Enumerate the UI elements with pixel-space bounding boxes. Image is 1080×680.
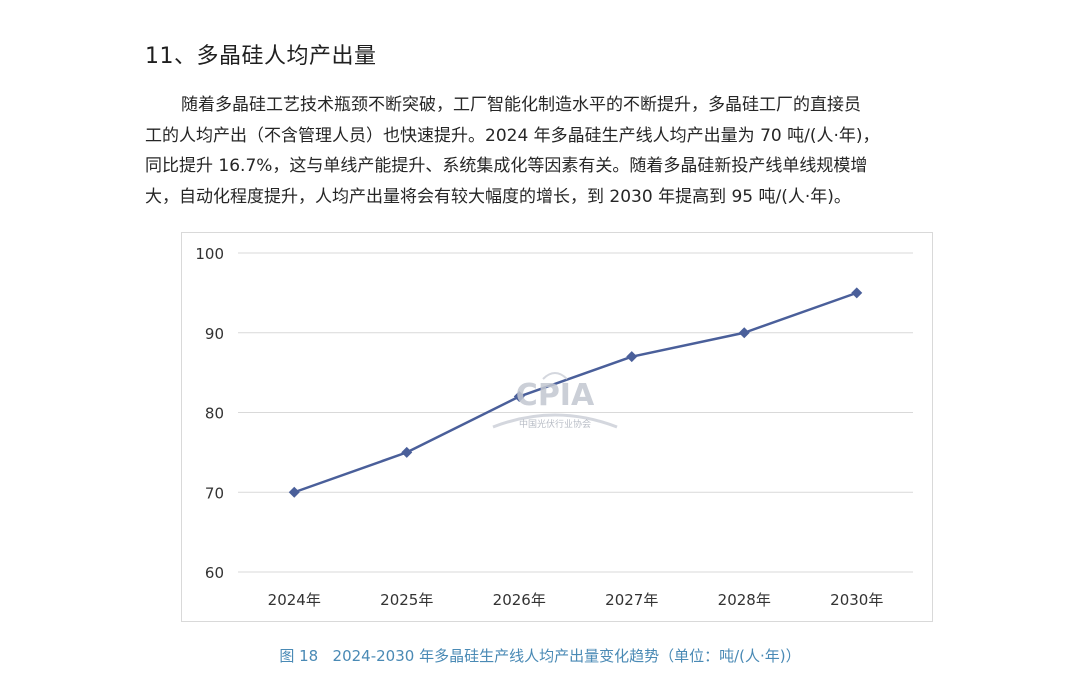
y-tick-label: 100 xyxy=(195,245,224,263)
x-tick-label: 2027年 xyxy=(605,591,658,609)
watermark-sun-icon xyxy=(542,372,568,380)
paragraph-line: 随着多晶硅工艺技术瓶颈不断突破，工厂智能化制造水平的不断提升，多晶硅工厂的直接员 xyxy=(181,95,861,115)
figure-number: 图 18 xyxy=(279,647,319,665)
watermark-org-name: 中国光伏行业协会 xyxy=(519,418,591,430)
data-point-marker xyxy=(401,446,413,458)
body-paragraph: 随着多晶硅工艺技术瓶颈不断突破，工厂智能化制造水平的不断提升，多晶硅工厂的直接员… xyxy=(145,90,945,212)
x-tick-label: 2025年 xyxy=(380,591,433,609)
x-tick-label: 2028年 xyxy=(718,591,771,609)
grid-layer xyxy=(238,252,913,573)
figure-caption: 图 18 2024-2030 年多晶硅生产线人均产出量变化趋势（单位：吨/(人·… xyxy=(0,645,1080,666)
section-heading: 11、多晶硅人均产出量 xyxy=(145,44,377,69)
x-axis-ticks: 2024年 2025年 2026年 2027年 2028年 2030年 xyxy=(268,591,884,609)
data-point-marker xyxy=(626,351,638,363)
y-tick-label: 70 xyxy=(205,484,224,502)
chart-frame: 60 70 80 90 100 2024年 2025年 2026年 2027年 2028年 203… xyxy=(181,232,933,622)
line-chart: 60 70 80 90 100 2024年 2025年 2026年 2027年 2028年 203… xyxy=(195,245,913,609)
y-axis-ticks: 60 70 80 90 100 xyxy=(195,245,224,582)
series-line xyxy=(293,291,858,494)
data-point-marker xyxy=(738,327,750,339)
x-tick-label: 2026年 xyxy=(493,591,546,609)
y-tick-label: 90 xyxy=(205,325,224,343)
watermark-arc xyxy=(492,413,618,429)
cpia-watermark-logo: CPIA 中国光伏行业协会 xyxy=(492,372,618,430)
data-point-marker xyxy=(288,486,300,498)
series-layer xyxy=(288,287,863,498)
x-tick-label: 2030年 xyxy=(830,591,883,609)
figure-caption-text: 2024-2030 年多晶硅生产线人均产出量变化趋势（单位：吨/(人·年)） xyxy=(332,647,801,665)
data-point-marker xyxy=(513,391,525,403)
watermark-logo-text: CPIA xyxy=(516,378,595,413)
paragraph-line: 同比提升 16.7%，这与单线产能提升、系统集成化等因素有关。随着多晶硅新投产线… xyxy=(145,156,868,176)
y-tick-label: 60 xyxy=(205,564,224,582)
paragraph-line: 大，自动化程度提升，人均产出量将会有较大幅度的增长，到 2030 年提高到 95… xyxy=(145,186,851,207)
data-point-marker xyxy=(851,287,863,299)
paragraph-line: 工的人均产出（不含管理人员）也快速提升。2024 年多晶硅生产线人均产出量为 7… xyxy=(145,125,880,146)
y-tick-label: 80 xyxy=(205,405,224,423)
x-tick-label: 2024年 xyxy=(268,591,321,609)
